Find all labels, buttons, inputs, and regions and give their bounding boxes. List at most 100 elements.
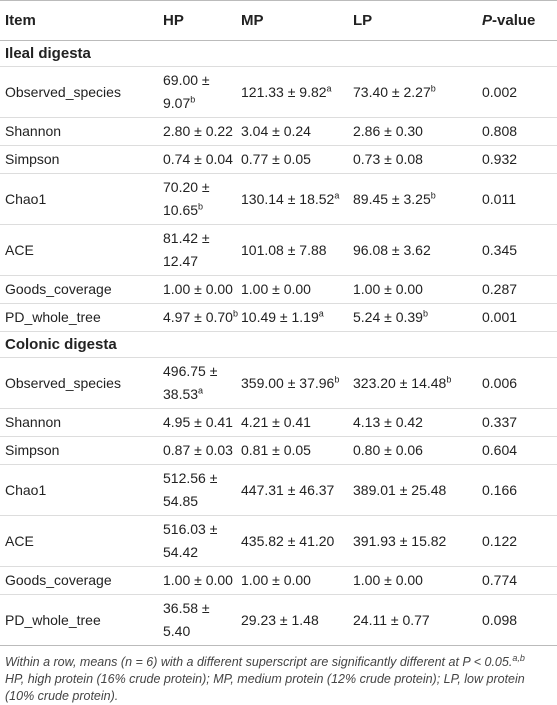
cell: Simpson: [5, 151, 60, 167]
cell: 101.08 ± 7.88: [241, 241, 327, 258]
cell: 4.95 ± 0.41: [163, 414, 233, 430]
cell: Simpson: [5, 442, 60, 458]
superscript: b: [446, 373, 452, 384]
superscript: b: [190, 94, 196, 105]
cell-text: 121.33 ± 9.82: [241, 83, 327, 100]
cell: 0.098: [482, 611, 518, 628]
data-row: Chao1 70.20 ± 10.65b 130.14 ± 18.52a 89.45 …: [0, 174, 557, 225]
cell-text: Within a row, means (n = 6) with a diffe…: [5, 655, 513, 669]
superscript: b: [422, 308, 428, 319]
cell: 0.006: [482, 374, 518, 391]
cell-text: 5.24 ± 0.39: [353, 309, 423, 325]
cell-text: 69.00 ± 9.07: [163, 72, 210, 111]
cell: 69.00 ± 9.07b: [163, 67, 241, 118]
cell-text: HP, high protein (16% crude protein); MP…: [5, 672, 525, 703]
header-cell: Item: [5, 12, 36, 29]
cell: 70.20 ± 10.65b: [163, 174, 241, 225]
cell: ACE: [5, 532, 34, 549]
cell: 0.77 ± 0.05: [241, 151, 311, 167]
superscript: a: [326, 82, 332, 93]
cell: PD_whole_tree: [5, 309, 101, 325]
cell-text: 130.14 ± 18.52: [241, 190, 335, 207]
data-row: PD_whole_tree 36.58 ± 5.40 29.23 ± 1.48 24.…: [0, 595, 557, 646]
section-label: Ileal digesta: [5, 45, 91, 62]
cell: 0.774: [482, 572, 518, 588]
superscript: a,b: [512, 652, 525, 663]
cell: 0.002: [482, 83, 518, 100]
data-row: Goods_coverage 1.00 ± 0.00 1.00 ± 0.00 1.00…: [0, 276, 557, 304]
cell: 435.82 ± 41.20: [241, 532, 335, 549]
superscript: b: [430, 189, 436, 200]
cell: Observed_species: [5, 83, 121, 100]
cell-text: 359.00 ± 37.96: [241, 374, 335, 391]
cell: 1.00 ± 0.00: [353, 572, 423, 588]
cell: Goods_coverage: [5, 281, 112, 297]
cell: 0.81 ± 0.05: [241, 442, 311, 458]
cell-text: 4.97 ± 0.70: [163, 309, 233, 325]
data-row: Simpson 0.87 ± 0.03 0.81 ± 0.05 0.80 ± 0.06…: [0, 437, 557, 465]
cell: 4.21 ± 0.41: [241, 414, 311, 430]
cell: 73.40 ± 2.27b: [353, 67, 482, 118]
data-table: Item HP MP LP P-value Ileal digesta Observed_…: [0, 0, 557, 646]
cell: 121.33 ± 9.82a: [241, 67, 353, 118]
cell-text: 89.45 ± 3.25: [353, 190, 431, 207]
cell: 130.14 ± 18.52a: [241, 174, 353, 225]
footnote: Within a row, means (n = 6) with a diffe…: [5, 652, 552, 671]
cell: 389.01 ± 25.48: [353, 481, 447, 498]
cell: 10.49 ± 1.19a: [241, 304, 353, 332]
cell: 391.93 ± 15.82: [353, 532, 447, 549]
cell: 0.122: [482, 532, 518, 549]
data-row: Goods_coverage 1.00 ± 0.00 1.00 ± 0.00 1.00…: [0, 567, 557, 595]
data-row: Simpson 0.74 ± 0.04 0.77 ± 0.05 0.73 ± 0.08…: [0, 146, 557, 174]
cell: 0.87 ± 0.03: [163, 442, 233, 458]
cell: 0.011: [482, 190, 516, 207]
data-row: PD_whole_tree 4.97 ± 0.70b 10.49 ± 1.19a 5.…: [0, 304, 557, 332]
cell: 0.287: [482, 281, 518, 297]
data-row: Observed_species 69.00 ± 9.07b 121.33 ± 9.…: [0, 67, 557, 118]
cell: 0.001: [482, 309, 518, 325]
footnotes: Within a row, means (n = 6) with a diffe…: [0, 646, 557, 705]
data-row: ACE 81.42 ± 12.47 101.08 ± 7.88 96.08 ± 3.6…: [0, 225, 557, 276]
cell: 512.56 ± 54.85: [163, 470, 218, 509]
cell: 36.58 ± 5.40: [163, 600, 210, 639]
cell: 5.24 ± 0.39b: [353, 304, 482, 332]
data-row: ACE 516.03 ± 54.42 435.82 ± 41.20 391.93 ± …: [0, 516, 557, 567]
cell: PD_whole_tree: [5, 611, 101, 628]
cell: 0.166: [482, 481, 518, 498]
cell: 359.00 ± 37.96b: [241, 358, 353, 409]
data-row: Chao1 512.56 ± 54.85 447.31 ± 46.37 389.01 …: [0, 465, 557, 516]
cell: 0.80 ± 0.06: [353, 442, 423, 458]
cell-text: 73.40 ± 2.27: [353, 83, 431, 100]
cell-text: 323.20 ± 14.48: [353, 374, 447, 391]
data-row: Shannon 2.80 ± 0.22 3.04 ± 0.24 2.86 ± 0.30…: [0, 118, 557, 146]
cell: Observed_species: [5, 374, 121, 391]
cell: 0.604: [482, 442, 518, 458]
cell: 323.20 ± 14.48b: [353, 358, 482, 409]
cell: 4.97 ± 0.70b: [163, 304, 241, 332]
cell: 0.73 ± 0.08: [353, 151, 423, 167]
cell: 81.42 ± 12.47: [163, 230, 210, 269]
section-row: Ileal digesta: [0, 41, 557, 67]
superscript: b: [334, 373, 340, 384]
cell-text: 10.49 ± 1.19: [241, 309, 319, 325]
cell: 0.932: [482, 151, 518, 167]
cell: Goods_coverage: [5, 572, 112, 588]
cell: 1.00 ± 0.00: [241, 572, 311, 588]
cell: 447.31 ± 46.37: [241, 481, 335, 498]
cell: 24.11 ± 0.77: [353, 611, 430, 628]
cell: Shannon: [5, 123, 62, 139]
cell: 496.75 ± 38.53a: [163, 358, 241, 409]
footnote: HP, high protein (16% crude protein); MP…: [5, 671, 552, 705]
superscript: b: [232, 308, 238, 319]
cell: 0.345: [482, 241, 518, 258]
cell: 89.45 ± 3.25b: [353, 174, 482, 225]
header-cell: HP: [163, 12, 184, 29]
cell: Shannon: [5, 414, 62, 430]
section-row: Colonic digesta: [0, 332, 557, 358]
header-cell: P-value: [482, 1, 557, 41]
cell-text: 70.20 ± 10.65: [163, 179, 210, 218]
cell: ACE: [5, 241, 34, 258]
superscript: b: [430, 82, 436, 93]
header-cell: LP: [353, 12, 373, 29]
